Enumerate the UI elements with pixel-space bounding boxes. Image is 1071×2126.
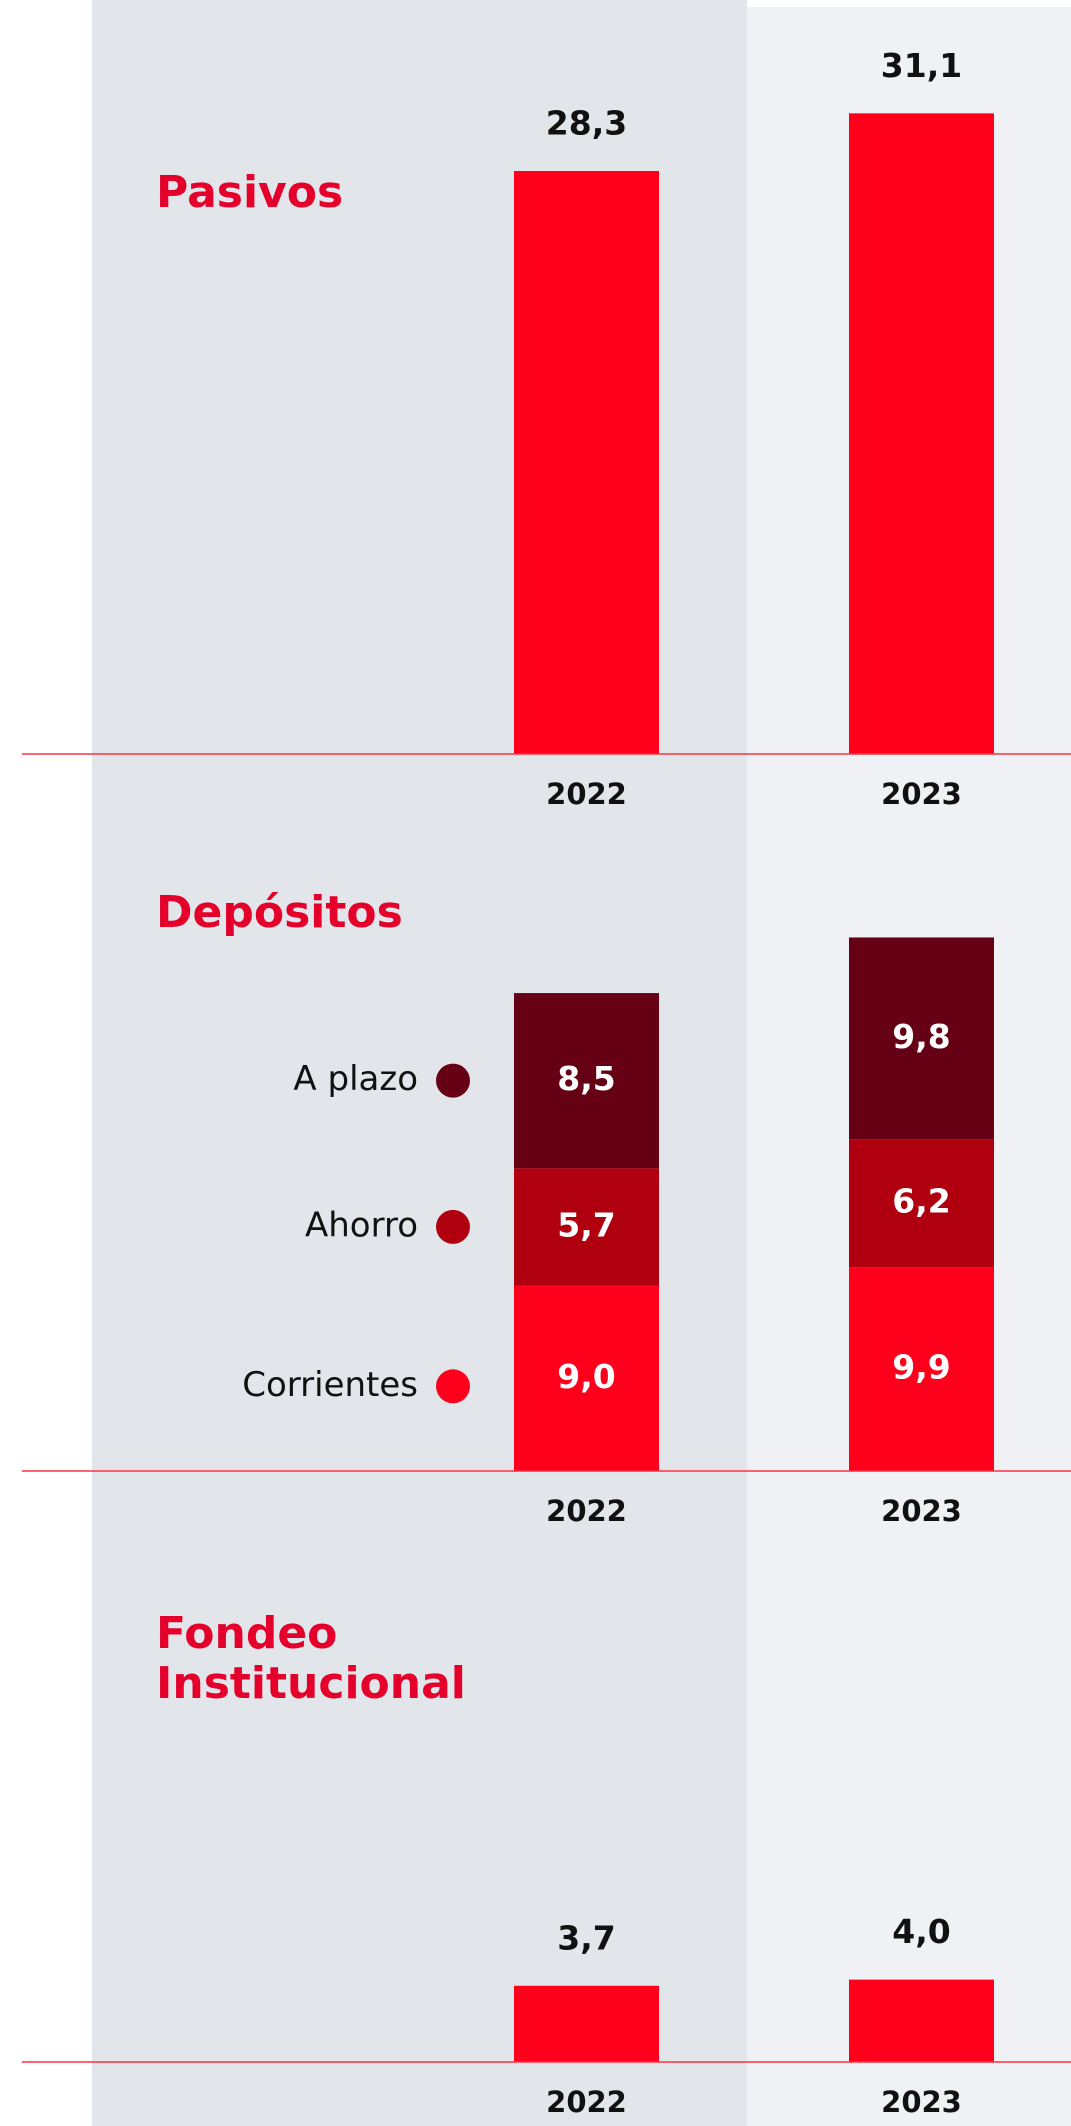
chart-title: Fondeo Institucional	[156, 1608, 466, 1709]
bar-segment	[849, 1267, 994, 1471]
legend-marker	[436, 1209, 470, 1244]
x-tick-label: 2022	[546, 777, 627, 811]
value-label: 9,9	[892, 1348, 950, 1387]
legend-marker	[436, 1063, 470, 1098]
value-label: 9,8	[892, 1017, 950, 1056]
legend-marker	[436, 1369, 470, 1404]
value-label: 9,0	[557, 1357, 615, 1396]
value-label: 28,3	[546, 104, 627, 143]
bar-segment	[514, 1285, 659, 1471]
chart-title: Depósitos	[156, 887, 403, 938]
bar	[849, 113, 994, 755]
value-label: 6,2	[892, 1182, 950, 1221]
bar	[514, 171, 659, 754]
value-label: 8,5	[557, 1059, 615, 1098]
chart-title: Pasivos	[156, 167, 343, 218]
bar	[514, 1985, 659, 2062]
value-label: 3,7	[557, 1918, 615, 1957]
bar-segment	[514, 993, 659, 1169]
x-tick-label: 2023	[881, 777, 962, 811]
legend-label: A plazo	[293, 1059, 418, 1099]
legend-label: Corrientes	[242, 1365, 418, 1405]
value-label: 31,1	[881, 46, 962, 85]
bar	[849, 1979, 994, 2062]
value-label: 4,0	[892, 1912, 950, 1951]
legend-label: Ahorro	[305, 1205, 418, 1245]
bar-segment	[849, 937, 994, 1140]
value-label: 5,7	[557, 1205, 615, 1244]
bar-segment	[514, 1168, 659, 1286]
x-tick-label: 2022	[546, 1494, 627, 1528]
x-tick-label: 2023	[881, 2085, 962, 2119]
bar-segment	[849, 1139, 994, 1268]
x-tick-label: 2023	[881, 1494, 962, 1528]
x-tick-label: 2022	[546, 2085, 627, 2119]
